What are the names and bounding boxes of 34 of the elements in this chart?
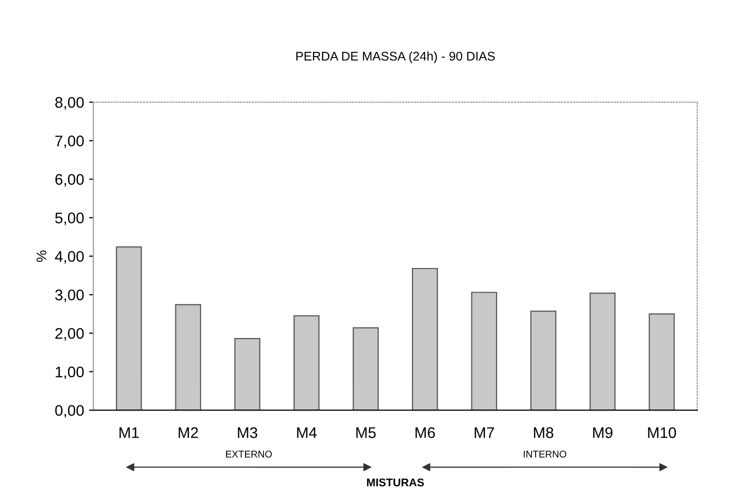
x-axis-title: MISTURAS [367,478,424,486]
y-tick-label: 4,00 [54,251,84,264]
y-tick-label: 6,00 [55,174,84,187]
bar [412,268,438,410]
y-tick-label: 1,00 [56,366,84,380]
x-tick-label: M4 [297,427,317,438]
bar [530,310,556,410]
y-tick-label: 0,00 [55,405,84,418]
y-tick-label: 8,00 [55,97,84,110]
y-tick-label: 3,00 [55,290,84,302]
bar [294,315,320,410]
y-tick-label: 2,00 [55,328,84,341]
y-tick-label: 7,00 [55,136,84,148]
x-tick-label: M5 [356,427,376,438]
bar [234,338,260,410]
bar [590,292,616,410]
x-tick-label: M6 [416,427,435,438]
bar [175,304,202,410]
bar [471,292,498,410]
x-tick-label: M9 [593,427,612,438]
text: INTERNO [524,450,566,458]
y-tick-label: 5,00 [55,212,84,226]
x-tick-label: M1 [120,427,139,438]
x-tick-label: M10 [648,427,676,438]
x-tick-label: M7 [474,427,494,438]
bar [648,313,675,410]
y-axis-title: % [36,250,46,262]
x-tick-label: M3 [238,427,258,438]
x-tick-label: M2 [178,427,198,438]
chart-title: PERDA DE MASSA (24h) - 90 DIAS [296,51,495,64]
bar [352,327,379,410]
bar [116,246,142,410]
text: EXTERNO [226,450,272,458]
x-tick-label: M8 [534,427,554,438]
